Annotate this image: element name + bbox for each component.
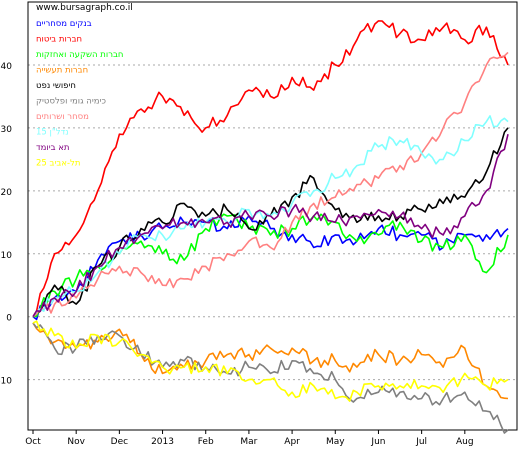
legend-entry: חברות השקעה ואחזקות [36,50,123,60]
x-tick-label: Aug [456,437,474,447]
series-line [32,20,509,318]
series-line [32,134,509,318]
x-tick-label: 2013 [151,437,174,447]
y-tick-label: 20 [1,188,13,198]
legend-entry: נדל"ן 15 [36,128,69,138]
y-tick-label: -10 [0,377,12,387]
watermark-text: www.bursagraph.co.il [36,3,133,13]
axes: -10 0 10 20 30 40 Oct Nov Dec 2013 Feb Mar Apr May Jun… [0,1,518,447]
series-group [32,20,509,434]
x-tick-label: May [326,437,345,447]
series-line [32,320,509,402]
legend-entry: מסחר ושרותים [36,112,89,122]
series-line [32,322,509,434]
x-tick-label: Jul [415,437,427,447]
series-line [32,322,509,400]
x-tick-label: Feb [198,437,214,447]
series-line [32,127,509,318]
legend-entry: חברות ביטוח [36,35,82,45]
x-tick-label: Oct [25,437,41,447]
x-tick-label: Jun [370,437,385,447]
x-tick-label: Apr [284,437,300,447]
x-tick-label: Nov [67,437,85,447]
legend: www.bursagraph.co.il בנקים מסחריים חברות … [36,3,133,169]
y-tick-label: 30 [1,125,13,135]
y-tick-label: 40 [1,62,13,72]
legend-entry: כימיה גומי ופלסטיק [36,97,106,107]
series-line [32,51,509,318]
legend-entry: בנקים מסחריים [36,19,92,29]
y-tick-label: 0 [6,314,12,324]
legend-entry: חברות תעשייה [36,66,88,76]
grid [28,64,517,381]
x-tick-label: Dec [111,437,128,447]
x-tick-label: Mar [240,437,257,447]
legend-entry: תא ביומד [36,143,70,153]
series-line [32,215,509,321]
y-tick-label: 10 [1,251,13,261]
legend-entry: חיפושי נפט [36,81,76,91]
plot-frame [27,1,518,431]
legend-entry: תל-אביב 25 [36,159,80,169]
